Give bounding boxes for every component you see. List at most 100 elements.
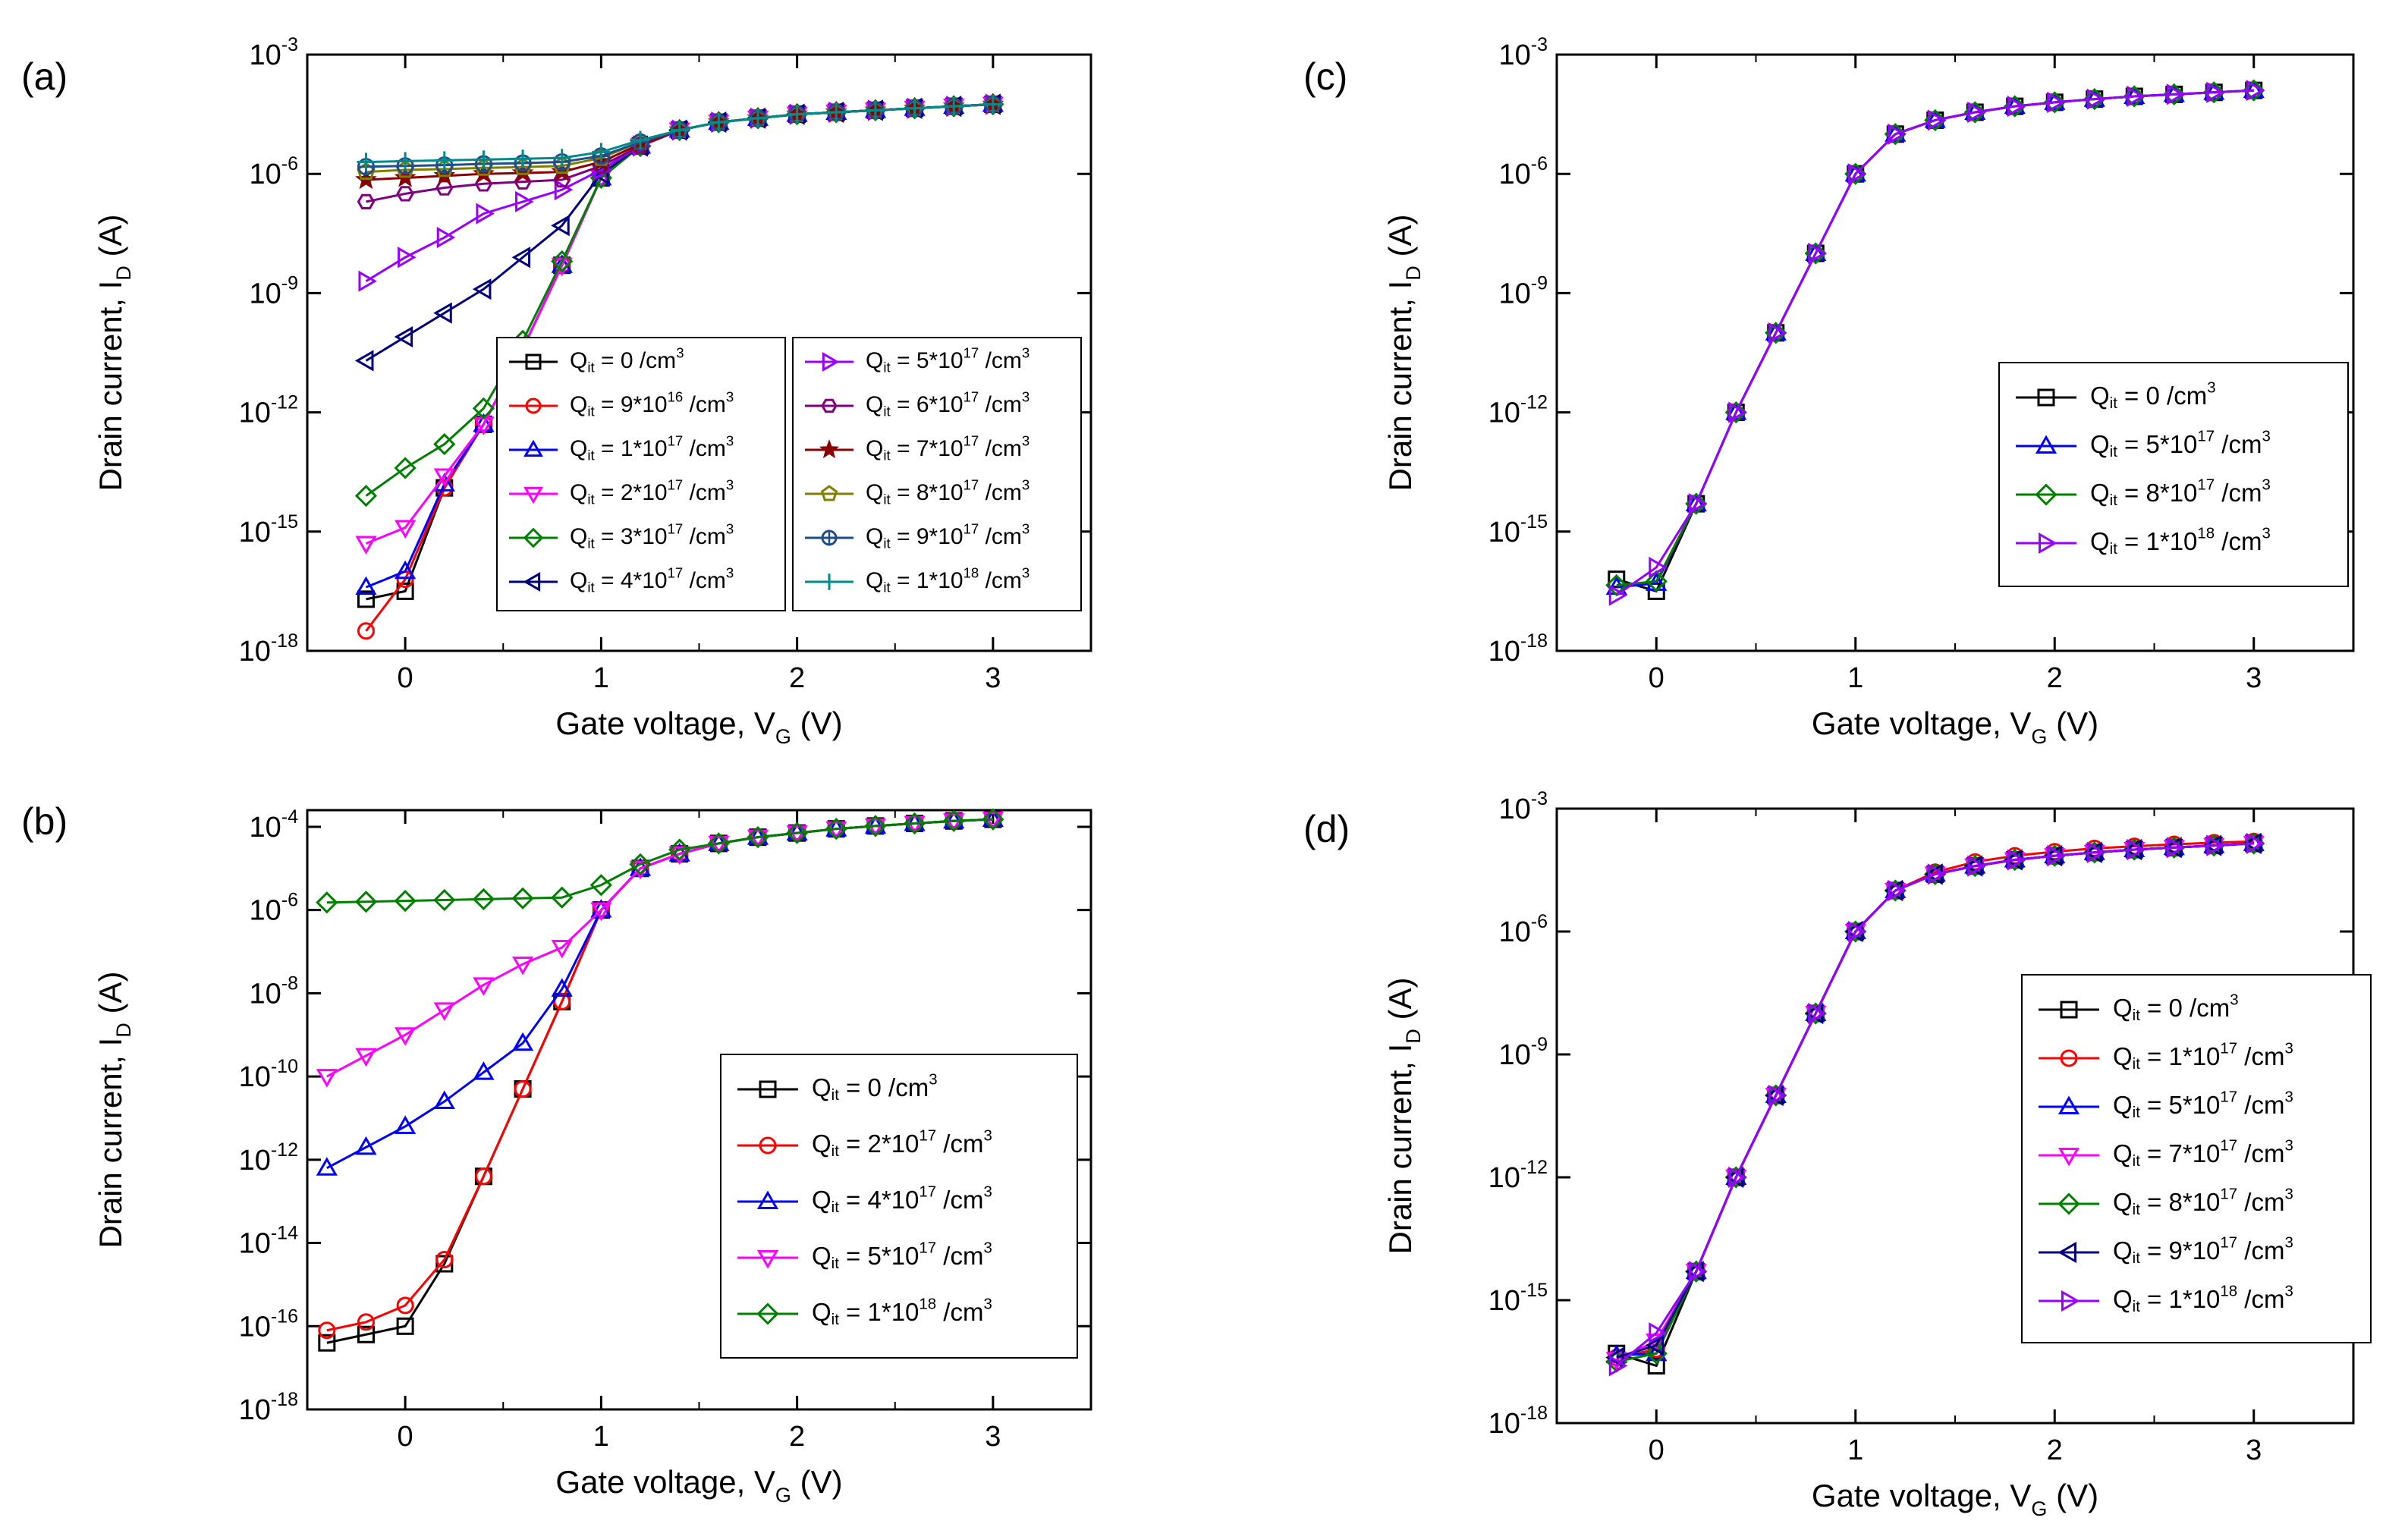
legend-label: Qit = 0 /cm3 <box>812 1071 938 1104</box>
data-point <box>1685 1264 1707 1283</box>
legend-item: Qit = 0 /cm3 <box>2039 991 2239 1025</box>
data-point <box>1728 1166 1747 1189</box>
data-point <box>748 108 767 127</box>
legend-marker <box>821 529 838 546</box>
legend: Qit = 0 /cm3 Qit = 2*1017 /cm3 Qit = 4*101… <box>720 1054 1078 1359</box>
series-line <box>326 818 993 904</box>
legend-item: Qit = 6*1017 /cm3 <box>805 388 1030 419</box>
data-point <box>2127 85 2146 108</box>
data-point <box>476 203 495 225</box>
y-tick-label: 10-12 <box>239 1139 298 1177</box>
series <box>357 96 1002 210</box>
data-point <box>318 1334 336 1352</box>
data-point <box>398 247 417 269</box>
data-point <box>551 215 570 237</box>
data-point <box>2047 91 2066 113</box>
data-point <box>1885 883 1907 902</box>
data-point <box>1688 493 1708 515</box>
data-point <box>433 1002 455 1021</box>
data-point <box>942 809 965 832</box>
data-point <box>474 150 493 169</box>
series-line <box>1615 89 2254 596</box>
y-tick-label: 10-9 <box>249 272 298 309</box>
legend-item: Qit = 1*1018 /cm3 <box>805 564 1030 595</box>
data-point <box>1728 401 1747 423</box>
x-tick-label: 0 <box>398 1421 413 1453</box>
data-point <box>2007 849 2026 871</box>
legend-label: Qit = 2*1017 /cm3 <box>570 476 734 507</box>
legend-label: Qit = 4*1017 /cm3 <box>812 1183 992 1217</box>
data-point <box>433 432 456 456</box>
legend-marker <box>2035 483 2057 506</box>
data-point <box>1608 1355 1628 1377</box>
y-tick-label: 10-15 <box>1488 1280 1548 1317</box>
data-point <box>2086 841 2106 863</box>
legend-item: Qit = 0 /cm3 <box>2016 379 2216 413</box>
data-point <box>1888 123 1907 145</box>
data-point <box>825 818 847 840</box>
y-tick-label: 10-14 <box>239 1223 299 1260</box>
legend-label: Qit = 3*1017 /cm3 <box>570 520 734 551</box>
legend-marker <box>759 1080 777 1098</box>
legend-item: Qit = 5*1017 /cm3 <box>2039 1089 2293 1122</box>
legend-box <box>792 337 1082 611</box>
legend-label: Qit = 5*1017 /cm3 <box>812 1240 992 1273</box>
y-tick-label: 10-4 <box>249 806 298 844</box>
data-point <box>707 832 730 855</box>
y-tick-label: 10-18 <box>239 1389 298 1426</box>
data-point <box>1725 401 1747 420</box>
data-point <box>1649 556 1668 579</box>
panel-d: (d) 0 1 2 3 10-18 10-15 10-12 10-9 10-6 10-3 Gate v… <box>1303 788 2372 1520</box>
legend-label: Qit = 8*1017 /cm3 <box>866 476 1030 507</box>
legend-label: Qit = 0 /cm3 <box>570 344 684 375</box>
legend-label: Qit = 2*1017 /cm3 <box>812 1127 992 1161</box>
x-axis-label: Gate voltage, VG (V) <box>555 1464 842 1507</box>
legend-marker <box>525 353 542 370</box>
y-axis-label: Drain current, ID (A) <box>1382 978 1425 1255</box>
x-tick-label: 0 <box>1649 1434 1665 1466</box>
data-point <box>786 822 809 844</box>
legend-marker <box>756 1302 779 1325</box>
data-point <box>396 186 414 202</box>
data-point <box>1688 1261 1708 1283</box>
data-point <box>551 250 574 273</box>
legend-label: Qit = 1*1017 /cm3 <box>570 432 734 463</box>
data-point <box>395 1027 417 1046</box>
data-point <box>945 97 964 116</box>
x-tick-label: 3 <box>985 1421 1001 1453</box>
legend-item: Qit = 0 /cm3 <box>509 344 684 375</box>
legend-box <box>720 1054 1078 1359</box>
legend-item: Qit = 9*1017 /cm3 <box>2039 1234 2293 1268</box>
y-tick-label: 10-3 <box>249 34 298 71</box>
legend-item: Qit = 5*1017 /cm3 <box>737 1240 992 1273</box>
data-point <box>2086 88 2106 110</box>
data-point <box>1847 163 1867 185</box>
legend-label: Qit = 1*1018 /cm3 <box>2090 525 2271 558</box>
data-point <box>1844 924 1866 943</box>
x-tick-label: 1 <box>1847 662 1863 694</box>
x-tick-label: 3 <box>2246 662 2262 694</box>
data-point <box>511 887 534 910</box>
data-point <box>514 149 533 168</box>
y-tick-label: 10-18 <box>1488 1403 1548 1440</box>
legend-item: Qit = 4*1017 /cm3 <box>737 1183 992 1217</box>
data-point <box>983 95 1002 114</box>
data-point <box>355 1048 377 1067</box>
data-point <box>354 350 374 372</box>
y-tick-label: 10-3 <box>1498 34 1548 71</box>
y-axis-label: Drain current, ID (A) <box>1382 215 1425 492</box>
y-tick-label: 10-12 <box>1488 392 1548 429</box>
data-point <box>357 622 375 640</box>
data-point <box>357 193 376 210</box>
legend-marker <box>523 486 543 504</box>
y-tick-label: 10-12 <box>239 392 298 429</box>
data-point <box>1847 920 1867 943</box>
legend-marker <box>2061 1290 2080 1312</box>
data-point <box>2206 834 2225 856</box>
data-point <box>1765 1088 1787 1107</box>
data-point <box>2166 83 2186 105</box>
legend-label: Qit = 4*1017 /cm3 <box>570 564 734 595</box>
data-point <box>515 190 534 212</box>
legend-marker <box>756 1190 779 1209</box>
legend-box <box>2021 974 2372 1343</box>
